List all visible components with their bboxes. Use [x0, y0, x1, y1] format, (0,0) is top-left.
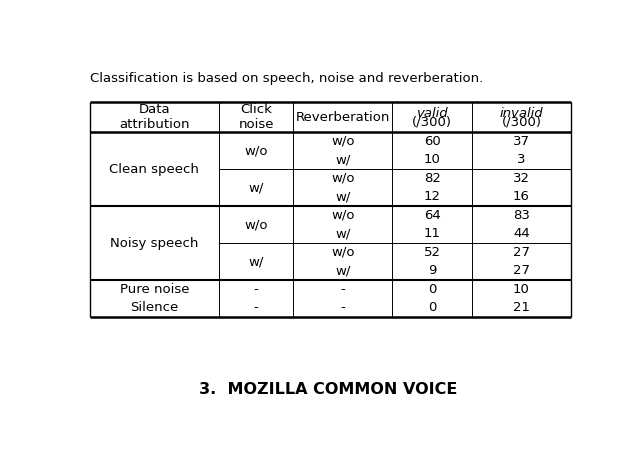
Text: w/o: w/o [331, 246, 355, 259]
Text: invalid: invalid [500, 107, 543, 120]
Text: Reverberation: Reverberation [296, 111, 390, 124]
Text: w/o: w/o [244, 144, 268, 157]
Text: valid: valid [417, 107, 448, 120]
Text: w/: w/ [335, 264, 351, 278]
Text: 37: 37 [513, 135, 530, 148]
Text: 0: 0 [428, 301, 436, 315]
Text: Classification is based on speech, noise and reverberation.: Classification is based on speech, noise… [90, 72, 483, 85]
Text: -: - [253, 283, 259, 296]
Text: 32: 32 [513, 172, 530, 185]
Text: -: - [253, 301, 259, 315]
Text: w/: w/ [248, 255, 264, 268]
Text: w/o: w/o [244, 218, 268, 231]
Text: w/o: w/o [331, 209, 355, 222]
Text: Data
attribution: Data attribution [119, 103, 189, 131]
Text: 60: 60 [424, 135, 440, 148]
Text: -: - [340, 301, 345, 315]
Text: Noisy speech: Noisy speech [110, 237, 198, 249]
Text: 27: 27 [513, 246, 530, 259]
Text: 0: 0 [428, 283, 436, 296]
Text: 82: 82 [424, 172, 440, 185]
Text: 16: 16 [513, 190, 530, 203]
Text: 11: 11 [424, 227, 441, 240]
Text: 3: 3 [517, 153, 525, 166]
Text: Click
noise: Click noise [238, 103, 274, 131]
Text: 10: 10 [513, 283, 530, 296]
Text: w/: w/ [335, 153, 351, 166]
Text: 83: 83 [513, 209, 530, 222]
Text: 52: 52 [424, 246, 441, 259]
Text: (/300): (/300) [412, 116, 452, 128]
Text: 12: 12 [424, 190, 441, 203]
Text: Pure noise: Pure noise [120, 283, 189, 296]
Text: 64: 64 [424, 209, 440, 222]
Text: w/o: w/o [331, 172, 355, 185]
Text: Silence: Silence [131, 301, 179, 315]
Text: w/: w/ [248, 181, 264, 194]
Text: w/o: w/o [331, 135, 355, 148]
Text: 3.  MOZILLA COMMON VOICE: 3. MOZILLA COMMON VOICE [199, 383, 457, 397]
Text: w/: w/ [335, 190, 351, 203]
Text: Clean speech: Clean speech [109, 163, 199, 176]
Text: 21: 21 [513, 301, 530, 315]
Text: -: - [340, 283, 345, 296]
Text: (/300): (/300) [502, 116, 541, 128]
Text: 44: 44 [513, 227, 530, 240]
Text: 27: 27 [513, 264, 530, 278]
Text: w/: w/ [335, 227, 351, 240]
Text: 9: 9 [428, 264, 436, 278]
Text: 10: 10 [424, 153, 440, 166]
